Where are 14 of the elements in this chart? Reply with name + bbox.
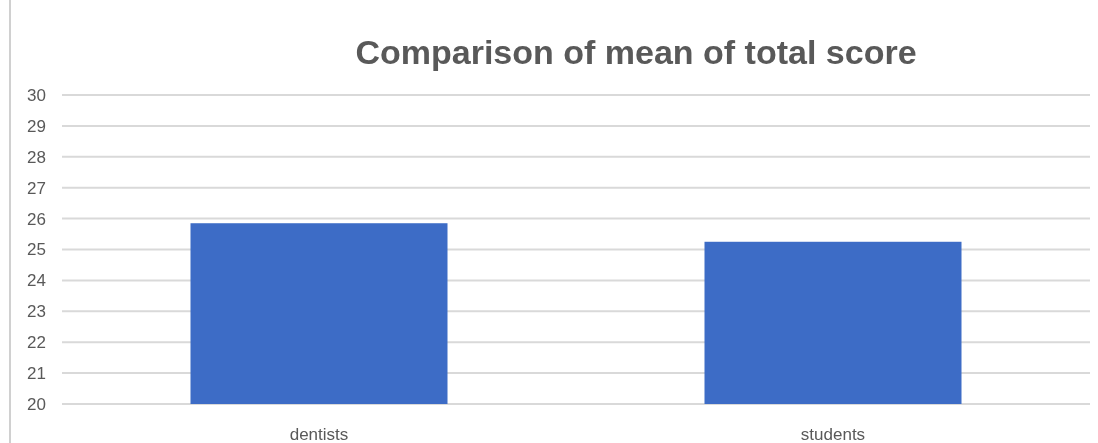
- chart-title: Comparison of mean of total score: [355, 33, 917, 71]
- y-tick-label: 20: [27, 394, 46, 414]
- y-tick-label: 29: [27, 116, 46, 136]
- y-tick-label: 30: [27, 85, 46, 105]
- x-tick-label: students: [800, 425, 866, 443]
- y-tick-label: 25: [27, 240, 46, 260]
- y-tick-label: 26: [27, 209, 46, 229]
- y-tick-label: 28: [27, 147, 46, 167]
- y-tick-label: 23: [27, 302, 46, 322]
- y-tick-label: 21: [27, 364, 46, 384]
- y-tick-label: 22: [27, 333, 46, 353]
- x-tick-label: dentists: [289, 425, 349, 443]
- y-tick-label: 24: [27, 271, 46, 291]
- y-tick-label: 27: [27, 178, 46, 198]
